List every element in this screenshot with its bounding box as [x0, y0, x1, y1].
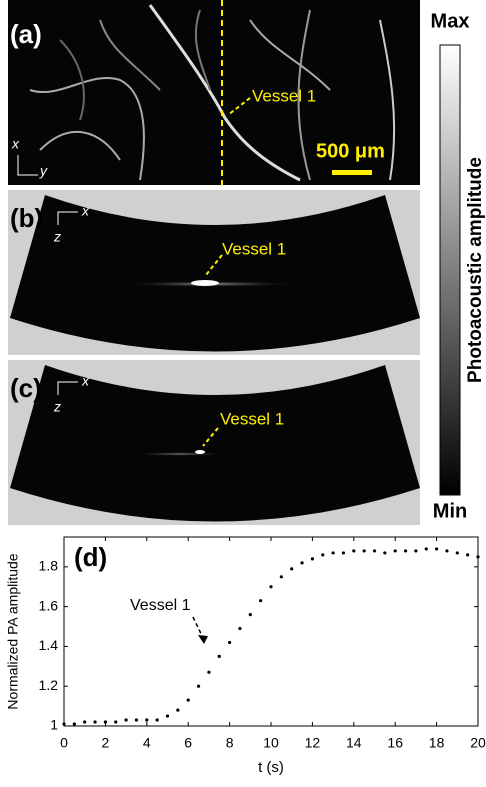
data-point — [363, 549, 366, 552]
y-tick-label: 1.4 — [39, 637, 59, 653]
data-point — [238, 627, 241, 630]
data-point — [280, 575, 283, 578]
data-point — [228, 641, 231, 644]
data-point — [176, 708, 179, 711]
data-point — [435, 547, 438, 550]
y-axis-label: Normalized PA amplitude — [5, 553, 21, 709]
data-point — [145, 718, 148, 721]
x-tick-label: 0 — [60, 735, 68, 751]
data-point — [197, 685, 200, 688]
data-point — [207, 671, 210, 674]
axis-label: x — [11, 136, 20, 152]
data-point — [445, 549, 448, 552]
data-point — [218, 655, 221, 658]
data-point — [373, 549, 376, 552]
annotation: Vessel 1 — [220, 409, 284, 428]
panel-b: (b) Vessel 1 x z — [8, 190, 420, 355]
data-point — [93, 720, 96, 723]
axis-label: x — [81, 203, 90, 219]
data-point — [104, 720, 107, 723]
data-point — [269, 585, 272, 588]
annotation: Vessel 1 — [130, 597, 191, 614]
y-tick-label: 1.6 — [39, 597, 59, 613]
data-point — [249, 613, 252, 616]
data-point — [311, 557, 314, 560]
data-point — [332, 551, 335, 554]
scale-label: 500 μm — [316, 140, 385, 162]
data-point — [342, 551, 345, 554]
x-tick-label: 18 — [429, 735, 445, 751]
signal — [191, 280, 219, 286]
data-point — [383, 551, 386, 554]
panel-label: (a) — [10, 19, 42, 49]
panel-label: (c) — [10, 373, 42, 403]
x-tick-label: 4 — [143, 735, 151, 751]
data-point — [290, 567, 293, 570]
colorbar-scale — [440, 45, 460, 495]
plot-area — [64, 537, 478, 726]
data-point — [187, 699, 190, 702]
x-tick-label: 2 — [102, 735, 110, 751]
signal — [195, 450, 205, 454]
data-point — [321, 553, 324, 556]
data-point — [73, 722, 76, 725]
x-tick-label: 6 — [184, 735, 192, 751]
panel-c: (c) Vessel 1 x z — [8, 360, 420, 525]
colorbar-min: Min — [433, 500, 467, 522]
y-tick-label: 1.2 — [39, 677, 59, 693]
data-point — [456, 551, 459, 554]
axis-label: z — [53, 229, 61, 245]
data-point — [476, 555, 479, 558]
data-point — [466, 553, 469, 556]
y-tick-label: 1.8 — [39, 558, 59, 574]
panel-d: 0 2 4 6 8 10 12 14 16 18 20 1 1.2 1.4 1.6 1.8 Normalized… — [5, 537, 486, 776]
annotation: Vessel 1 — [222, 239, 286, 258]
panel-a: (a) Vessel 1 500 μm x y — [8, 0, 420, 185]
data-point — [414, 549, 417, 552]
panel-label: (b) — [10, 203, 43, 233]
data-point — [125, 718, 128, 721]
x-tick-label: 16 — [387, 735, 403, 751]
scale-bar — [332, 170, 372, 175]
data-point — [352, 549, 355, 552]
x-tick-label: 20 — [470, 735, 486, 751]
data-point — [394, 549, 397, 552]
x-tick-label: 8 — [226, 735, 234, 751]
axis-label: x — [81, 373, 90, 389]
colorbar-label: Photoacoustic amplitude — [465, 157, 486, 383]
x-tick-label: 12 — [305, 735, 321, 751]
x-axis-label: t (s) — [258, 759, 284, 776]
data-point — [62, 722, 65, 725]
annotation: Vessel 1 — [252, 86, 316, 105]
data-point — [404, 549, 407, 552]
data-point — [300, 561, 303, 564]
colorbar: Max Min Photoacoustic amplitude — [431, 10, 486, 522]
figure: (a) Vessel 1 500 μm x y (b) Vessel 1 x z… — [0, 0, 486, 782]
data-point — [135, 718, 138, 721]
signal — [130, 452, 230, 456]
data-point — [425, 547, 428, 550]
data-point — [83, 720, 86, 723]
axis-label: z — [53, 399, 61, 415]
data-point — [166, 714, 169, 717]
y-tick-label: 1 — [50, 717, 58, 733]
x-tick-label: 14 — [346, 735, 362, 751]
panel-label: (d) — [74, 542, 107, 572]
data-point — [114, 720, 117, 723]
colorbar-max: Max — [431, 10, 470, 32]
data-point — [156, 718, 159, 721]
data-point — [259, 599, 262, 602]
axis-label: y — [39, 163, 48, 179]
x-tick-label: 10 — [263, 735, 279, 751]
page: (a) Vessel 1 500 μm x y (b) Vessel 1 x z… — [0, 0, 486, 787]
